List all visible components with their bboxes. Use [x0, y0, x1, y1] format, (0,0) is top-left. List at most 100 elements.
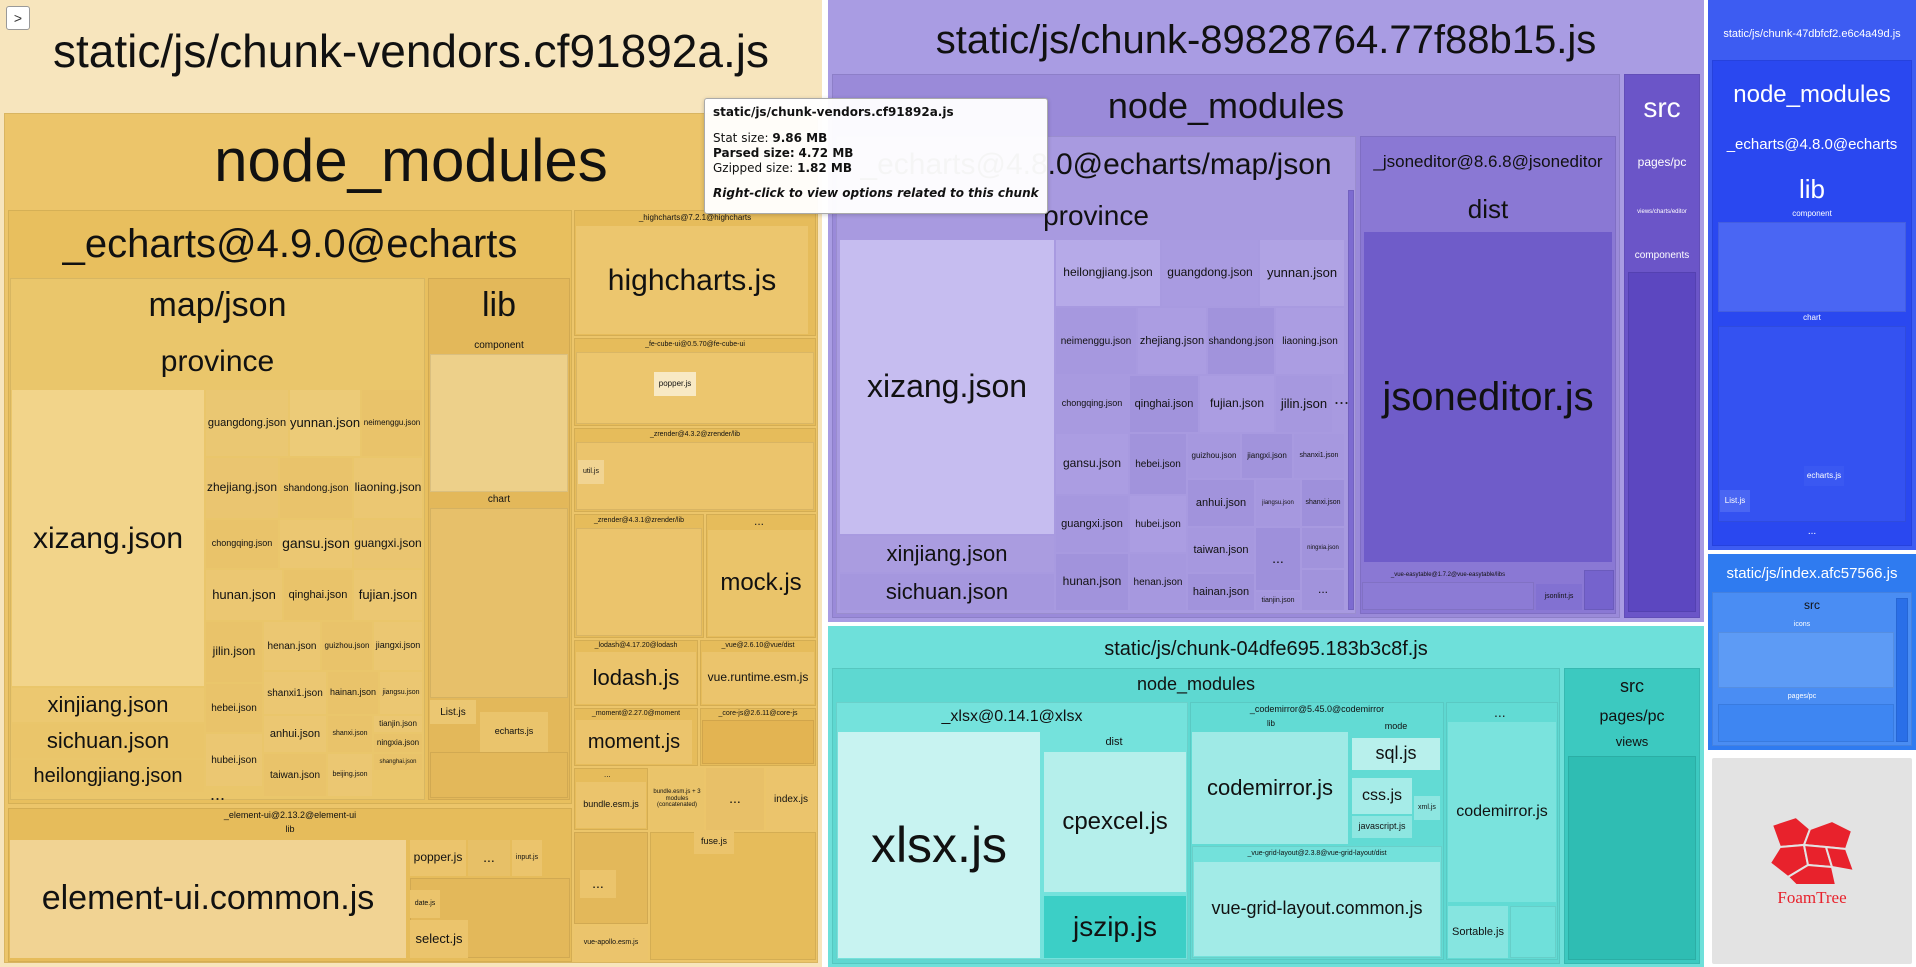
- vendors-hebei-json[interactable]: hebei.json: [206, 684, 262, 732]
- vendors-beijing-json[interactable]: beijing.json: [328, 754, 372, 796]
- vendors-element-common-js[interactable]: element-ui.common.js: [10, 840, 406, 958]
- vendors-shanxi1-json[interactable]: shanxi1.json: [264, 672, 326, 714]
- vendors-chart-blocks[interactable]: [430, 508, 568, 698]
- vendors-zrender-432-blocks[interactable]: [576, 442, 814, 510]
- vendors-hunan-json[interactable]: hunan.json: [206, 570, 282, 620]
- purple-hebei-json[interactable]: hebei.json: [1130, 434, 1186, 494]
- vendors-heilongjiang-json[interactable]: heilongjiang.json: [12, 760, 204, 792]
- vendors-vue-runtime-js[interactable]: vue.runtime.esm.js: [702, 652, 814, 704]
- vendors-shanxi-json[interactable]: shanxi.json: [328, 716, 372, 752]
- vendors-mock-more[interactable]: ...: [754, 514, 765, 528]
- vendors-gansu-json[interactable]: gansu.json: [280, 520, 352, 568]
- teal-javascript-js[interactable]: javascript.js: [1352, 816, 1412, 838]
- purple-zhejiang-json[interactable]: zhejiang.json: [1138, 308, 1206, 374]
- vendors-misc-more-b[interactable]: ...: [580, 870, 616, 898]
- purple-guizhou-json[interactable]: guizhou.json: [1188, 434, 1240, 478]
- teal-grid-layout-js[interactable]: vue-grid-layout.common.js: [1194, 862, 1440, 956]
- vendors-lodash-js[interactable]: lodash.js: [576, 652, 696, 704]
- vendors-ningxia-json[interactable]: ningxia.json: [374, 734, 422, 752]
- purple-fujian-json[interactable]: fujian.json: [1200, 376, 1274, 432]
- vendors-fujian-json[interactable]: fujian.json: [354, 570, 422, 620]
- vendors-element-more[interactable]: ...: [468, 840, 510, 876]
- vendors-moment-js[interactable]: moment.js: [576, 720, 692, 764]
- purple-guangdong-json[interactable]: guangdong.json: [1162, 240, 1258, 306]
- vendors-util-js[interactable]: util.js: [578, 460, 604, 484]
- purple-liaoning-json[interactable]: liaoning.json: [1276, 308, 1344, 374]
- vendors-date-js[interactable]: date.js: [410, 890, 440, 918]
- purple-map-more[interactable]: ...: [1334, 388, 1350, 408]
- vendors-tianjin-json[interactable]: tianjin.json: [374, 716, 422, 732]
- vendors-vue-apollo-js[interactable]: vue-apollo.esm.js: [574, 926, 648, 960]
- vendors-map-more[interactable]: ...: [210, 784, 226, 804]
- vendors-sichuan-json[interactable]: sichuan.json: [12, 724, 204, 758]
- purple-jiangsu-json[interactable]: jiangsu.json: [1256, 480, 1300, 526]
- purple-xinjiang-json[interactable]: xinjiang.json: [840, 536, 1054, 572]
- purple-hainan-json[interactable]: hainan.json: [1188, 574, 1254, 610]
- vendors-hubei-json[interactable]: hubei.json: [206, 734, 262, 786]
- purple-taiwan-json[interactable]: taiwan.json: [1188, 528, 1254, 572]
- purple-ningxia-json[interactable]: ningxia.json: [1302, 528, 1344, 568]
- teal-css-js[interactable]: css.js: [1352, 778, 1412, 814]
- vendors-bundle-concat-js[interactable]: bundle.esm.js + 3 modules (concatenated): [650, 768, 704, 830]
- purple-easytable-blocks[interactable]: [1362, 582, 1534, 610]
- teal-sql-js[interactable]: sql.js: [1352, 738, 1440, 770]
- teal-xlsx-js[interactable]: xlsx.js: [838, 732, 1040, 958]
- vendors-lib-misc[interactable]: [430, 752, 568, 798]
- vendors-liaoning-json[interactable]: liaoning.json: [354, 458, 422, 518]
- purple-shanxi-json[interactable]: shanxi.json: [1302, 480, 1344, 526]
- vendors-guangxi-json[interactable]: guangxi.json: [354, 520, 422, 568]
- purple-sichuan-json[interactable]: sichuan.json: [840, 574, 1054, 610]
- blue-list-js[interactable]: List.js: [1720, 490, 1750, 512]
- purple-src-blocks[interactable]: [1628, 272, 1696, 612]
- purple-xizang-json[interactable]: xizang.json: [840, 240, 1054, 534]
- vendors-list-js[interactable]: List.js: [430, 700, 476, 724]
- purple-qinghai-json[interactable]: qinghai.json: [1130, 376, 1198, 432]
- purple-hunan-json[interactable]: hunan.json: [1056, 554, 1128, 610]
- teal-src-blocks[interactable]: [1568, 756, 1696, 960]
- vendors-jiangsu-json[interactable]: jiangsu.json: [380, 672, 422, 714]
- vendors-taiwan-json[interactable]: taiwan.json: [264, 754, 326, 796]
- vendors-jiangxi-json[interactable]: jiangxi.json: [374, 622, 422, 670]
- vendors-chongqing-json[interactable]: chongqing.json: [206, 520, 278, 568]
- vendors-xinjiang-json[interactable]: xinjiang.json: [12, 688, 204, 722]
- vendors-bundle-more[interactable]: ...: [604, 770, 611, 779]
- index-icons-blocks[interactable]: [1718, 632, 1894, 688]
- vendors-input-js[interactable]: input.js: [512, 840, 542, 876]
- purple-chongqing-json[interactable]: chongqing.json: [1056, 376, 1128, 432]
- vendors-index-js[interactable]: index.js: [766, 768, 816, 830]
- vendors-misc-more[interactable]: ...: [706, 768, 764, 830]
- index-pages-blocks[interactable]: [1718, 704, 1894, 742]
- vendors-henan-json[interactable]: henan.json: [264, 622, 320, 670]
- vendors-corejs-blocks[interactable]: [702, 720, 814, 764]
- blue-echarts-js[interactable]: echarts.js: [1804, 466, 1844, 486]
- vendors-jilin-json[interactable]: jilin.json: [206, 622, 262, 682]
- purple-neimenggu-json[interactable]: neimenggu.json: [1056, 308, 1136, 374]
- purple-jsoneditor-js[interactable]: jsoneditor.js: [1364, 232, 1612, 562]
- vendors-fuse-js[interactable]: fuse.js: [694, 830, 734, 854]
- purple-henan-json[interactable]: henan.json: [1130, 554, 1186, 610]
- teal-misc-more[interactable]: ...: [1494, 704, 1506, 720]
- teal-sortable-js[interactable]: Sortable.js: [1448, 906, 1508, 958]
- purple-jiangxi-json[interactable]: jiangxi.json: [1242, 434, 1292, 478]
- purple-jilin-json[interactable]: jilin.json: [1276, 376, 1332, 432]
- blue-component-blocks[interactable]: [1718, 222, 1906, 312]
- blue-chart-blocks[interactable]: [1718, 326, 1906, 522]
- purple-shandong-json[interactable]: shandong.json: [1208, 308, 1274, 374]
- index-side-blocks[interactable]: [1896, 598, 1908, 742]
- purple-hubei-json[interactable]: hubei.json: [1130, 496, 1186, 552]
- vendors-echarts-js[interactable]: echarts.js: [480, 712, 548, 752]
- teal-misc-blocks[interactable]: [1510, 906, 1556, 958]
- vendors-bundle-esm-js[interactable]: bundle.esm.js: [576, 782, 646, 828]
- vendors-guangdong-json[interactable]: guangdong.json: [206, 390, 288, 456]
- vendors-qinghai-json[interactable]: qinghai.json: [284, 570, 352, 620]
- vendors-xizang-json[interactable]: xizang.json: [12, 390, 204, 686]
- teal-codemirror-js-2[interactable]: codemirror.js: [1448, 722, 1556, 902]
- purple-heilongjiang-json[interactable]: heilongjiang.json: [1056, 240, 1160, 306]
- purple-jsonlint-js[interactable]: jsonlint.js: [1536, 584, 1582, 610]
- vendors-yunnan-json[interactable]: yunnan.json: [290, 390, 360, 456]
- vendors-highcharts-js[interactable]: highcharts.js: [576, 226, 808, 334]
- purple-gansu-json[interactable]: gansu.json: [1056, 434, 1128, 494]
- purple-guangxi-json[interactable]: guangxi.json: [1056, 496, 1128, 552]
- teal-xml-js[interactable]: xml.js: [1414, 796, 1440, 820]
- vendors-component-blocks[interactable]: [430, 354, 568, 492]
